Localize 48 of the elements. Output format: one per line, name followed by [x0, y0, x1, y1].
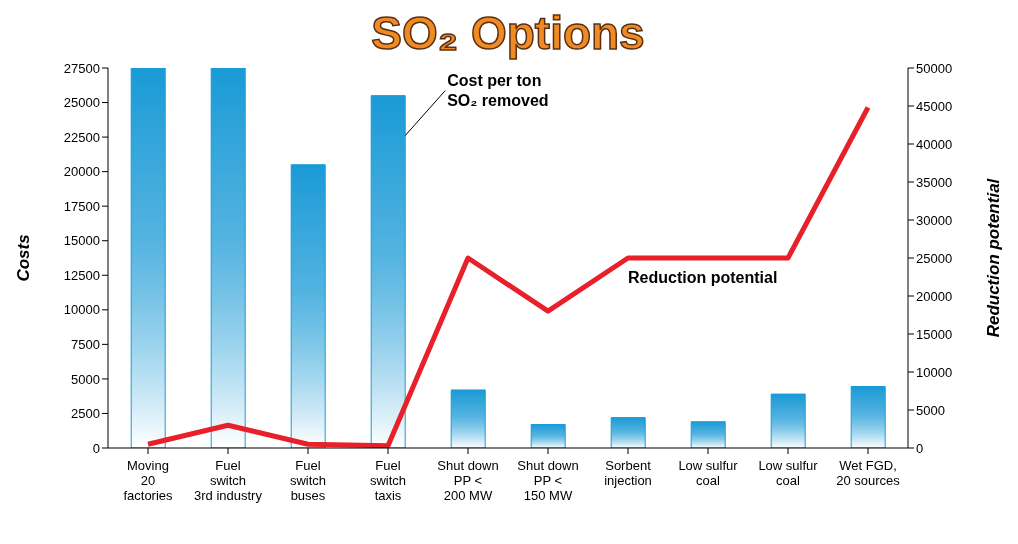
x-tick-label: Sorbent injection — [604, 458, 652, 488]
x-tick-label: Moving 20 factories — [123, 458, 174, 503]
y-tick-label: 5000 — [71, 371, 100, 387]
x-tick-label: Shut down PP < 200 MW — [437, 458, 499, 503]
y-tick-label: 15000 — [63, 233, 100, 249]
bar — [690, 421, 726, 448]
bar — [210, 68, 246, 448]
bar — [450, 389, 486, 448]
bar — [850, 386, 886, 448]
y2-tick-label: 35000 — [916, 174, 953, 190]
y-tick-label: 17500 — [63, 198, 100, 214]
y-tick-label: 27500 — [63, 60, 100, 76]
y-tick-label: 12500 — [63, 267, 100, 283]
y-axis-title: Costs — [14, 234, 34, 282]
y2-tick-label: 10000 — [916, 364, 953, 380]
x-tick-label: Fuel switch taxis — [369, 458, 407, 503]
y2-tick-label: 0 — [916, 440, 924, 456]
chart-title: SO₂ Options — [370, 7, 646, 59]
x-tick-label: Low sulfur coal — [758, 458, 819, 488]
y-tick-label: 25000 — [63, 95, 100, 111]
x-tick-label: Wet FGD, 20 sources — [836, 458, 901, 488]
bar — [290, 164, 326, 448]
y2-axis-title: Reduction potential — [984, 177, 1004, 338]
y-tick-label: 2500 — [71, 406, 100, 422]
y2-tick-label: 25000 — [916, 250, 953, 266]
y-tick-label: 0 — [92, 440, 100, 456]
x-tick-label: Fuel switch buses — [289, 458, 327, 503]
y-tick-label: 7500 — [71, 336, 100, 352]
y2-tick-label: 45000 — [916, 98, 953, 114]
text: Cost per ton SO₂ removed — [447, 71, 549, 109]
bar — [530, 424, 566, 448]
y-tick-label: 22500 — [63, 129, 100, 145]
x-tick-label: Shut down PP < 150 MW — [517, 458, 579, 503]
y2-tick-label: 5000 — [916, 402, 945, 418]
y-tick-label: 10000 — [63, 302, 100, 318]
bar — [370, 95, 406, 448]
y2-tick-label: 15000 — [916, 326, 953, 342]
y2-tick-label: 40000 — [916, 136, 953, 152]
x-tick-label: Low sulfur coal — [678, 458, 739, 488]
y-tick-label: 20000 — [63, 164, 100, 180]
bar — [770, 393, 806, 448]
y2-tick-label: 50000 — [916, 60, 953, 76]
bar — [610, 417, 646, 448]
y2-tick-label: 30000 — [916, 212, 953, 228]
series-label: Reduction potential — [628, 269, 778, 286]
y2-tick-label: 20000 — [916, 288, 953, 304]
bar — [130, 68, 166, 448]
x-tick-label: Fuel switch 3rd industry — [194, 458, 263, 503]
